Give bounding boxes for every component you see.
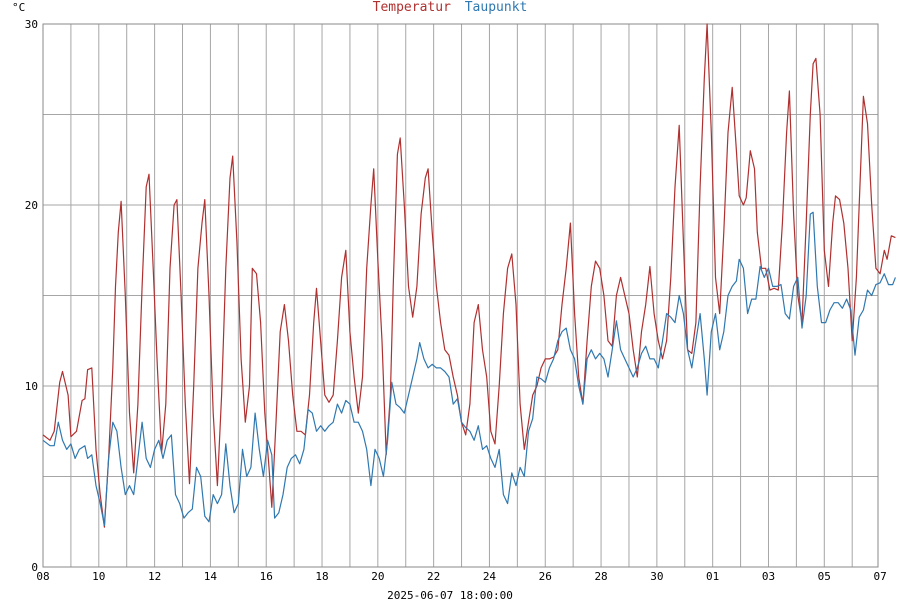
x-tick-label: 01 xyxy=(706,570,719,583)
x-tick-label: 22 xyxy=(427,570,440,583)
x-tick-label: 07 xyxy=(873,570,886,583)
y-tick-label: 10 xyxy=(25,380,38,393)
x-tick-label: 20 xyxy=(371,570,384,583)
x-tick-label: 14 xyxy=(204,570,218,583)
x-tick-labels: 08 10 12 14 16 18 20 22 24 26 28 30 01 03 05 07 xyxy=(36,570,886,583)
x-tick-label: 03 xyxy=(762,570,775,583)
y-axis-unit-label: °C xyxy=(12,1,25,14)
x-tick-label: 12 xyxy=(148,570,161,583)
x-tick-label: 10 xyxy=(92,570,105,583)
legend-temperatur: Temperatur xyxy=(373,0,451,15)
y-tick-label: 20 xyxy=(25,199,38,212)
x-tick-label: 18 xyxy=(315,570,328,583)
chart-title: Temperatur Taupunkt xyxy=(373,0,528,15)
y-tick-label: 30 xyxy=(25,18,38,31)
series-line-temperatur xyxy=(42,23,896,528)
x-tick-label: 28 xyxy=(594,570,607,583)
x-tick-label: 05 xyxy=(818,570,831,583)
series-line-taupunkt xyxy=(42,211,896,526)
footer-timestamp: 2025-06-07 18:00:00 xyxy=(387,589,513,600)
x-tick-label: 08 xyxy=(36,570,49,583)
x-tick-label: 26 xyxy=(539,570,552,583)
y-tick-labels: 0 10 20 30 xyxy=(25,18,38,574)
x-tick-label: 24 xyxy=(483,570,497,583)
series-lines xyxy=(42,23,896,528)
legend-taupunkt: Taupunkt xyxy=(465,0,528,15)
y-tick-label: 0 xyxy=(31,561,38,574)
x-tick-label: 16 xyxy=(260,570,273,583)
grid xyxy=(42,23,879,568)
plot-frame xyxy=(42,23,879,568)
x-tick-label: 30 xyxy=(650,570,663,583)
